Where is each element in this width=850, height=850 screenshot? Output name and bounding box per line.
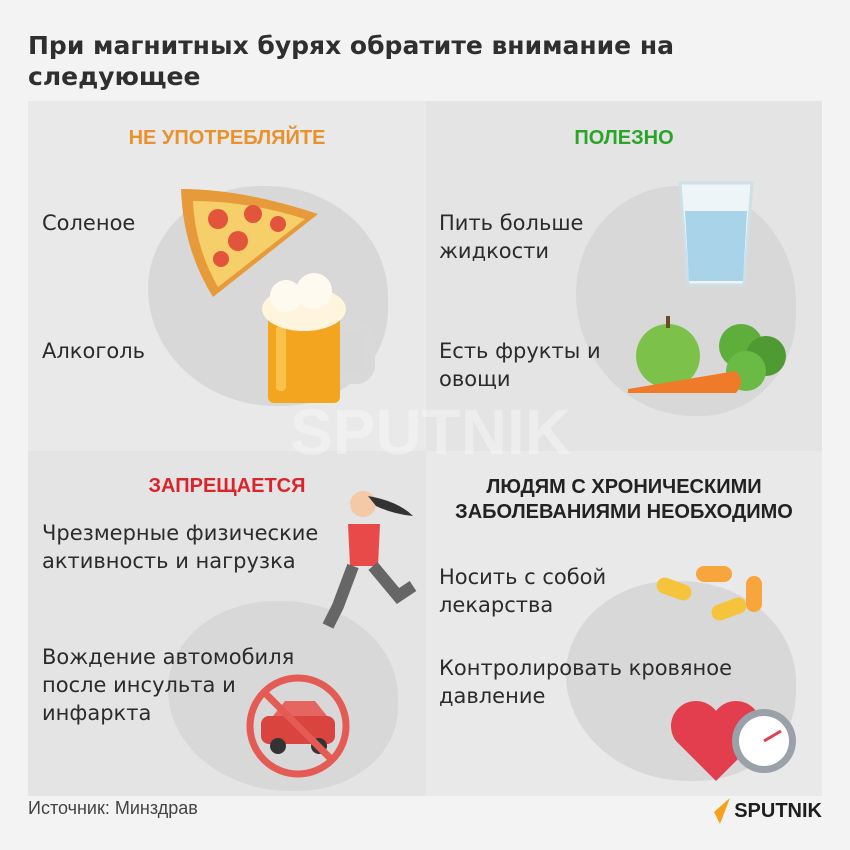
item-salty: Соленое — [42, 211, 136, 235]
heading-forbidden: ЗАПРЕЩАЕТСЯ — [148, 475, 306, 497]
pizza-icon — [181, 189, 318, 297]
fruits-vegetables-icon — [628, 316, 786, 393]
sputnik-logo-mark-icon — [714, 798, 731, 824]
runner-icon — [322, 491, 417, 629]
item-physical-activity: Чрезмерные физические активность и нагру… — [42, 521, 319, 573]
item-fruits-vegetables: Есть фрукты и овощи — [439, 339, 601, 391]
sputnik-watermark: SPUTNIK — [290, 396, 571, 468]
background-blob — [168, 601, 398, 791]
source-text: Источник: Минздрав — [28, 798, 198, 818]
no-car-icon — [246, 674, 350, 778]
pills-icon — [656, 566, 762, 621]
sputnik-logo: SPUTNIK — [712, 796, 822, 826]
quadrant-chronic: ЛЮДЯМ С ХРОНИЧЕСКИМИ ЗАБОЛЕВАНИЯМИ НЕОБХ… — [426, 451, 822, 796]
item-blood-pressure: Контролировать кровяное давление — [439, 656, 733, 708]
item-carry-medicine: Носить с собой лекарства — [439, 565, 607, 617]
logo-text: SPUTNIK — [734, 799, 822, 822]
page-title: При магнитных бурях обратите внимание на… — [28, 31, 674, 91]
item-drink-more: Пить больше жидкости — [439, 211, 584, 263]
heart-gauge-icon — [671, 701, 796, 781]
heading-dont-consume: НЕ УПОТРЕБЛЯЙТЕ — [128, 127, 326, 149]
item-driving: Вождение автомобиля после инсульта и инф… — [42, 645, 295, 725]
heading-useful: ПОЛЕЗНО — [574, 127, 674, 149]
quadrant-useful: ПОЛЕЗНО Пить больше жидкости Есть фрукты… — [426, 101, 822, 451]
quadrant-dont-consume: НЕ УПОТРЕБЛЯЙТЕ Соленое Алкоголь — [28, 101, 426, 451]
water-glass-icon — [678, 181, 754, 287]
heading-chronic: ЛЮДЯМ С ХРОНИЧЕСКИМИ ЗАБОЛЕВАНИЯМИ НЕОБХ… — [455, 476, 793, 523]
item-alcohol: Алкоголь — [42, 339, 146, 363]
quadrant-forbidden: ЗАПРЕЩАЕТСЯ Чрезмерные физические активн… — [28, 451, 426, 796]
beer-mug-icon — [262, 273, 375, 403]
